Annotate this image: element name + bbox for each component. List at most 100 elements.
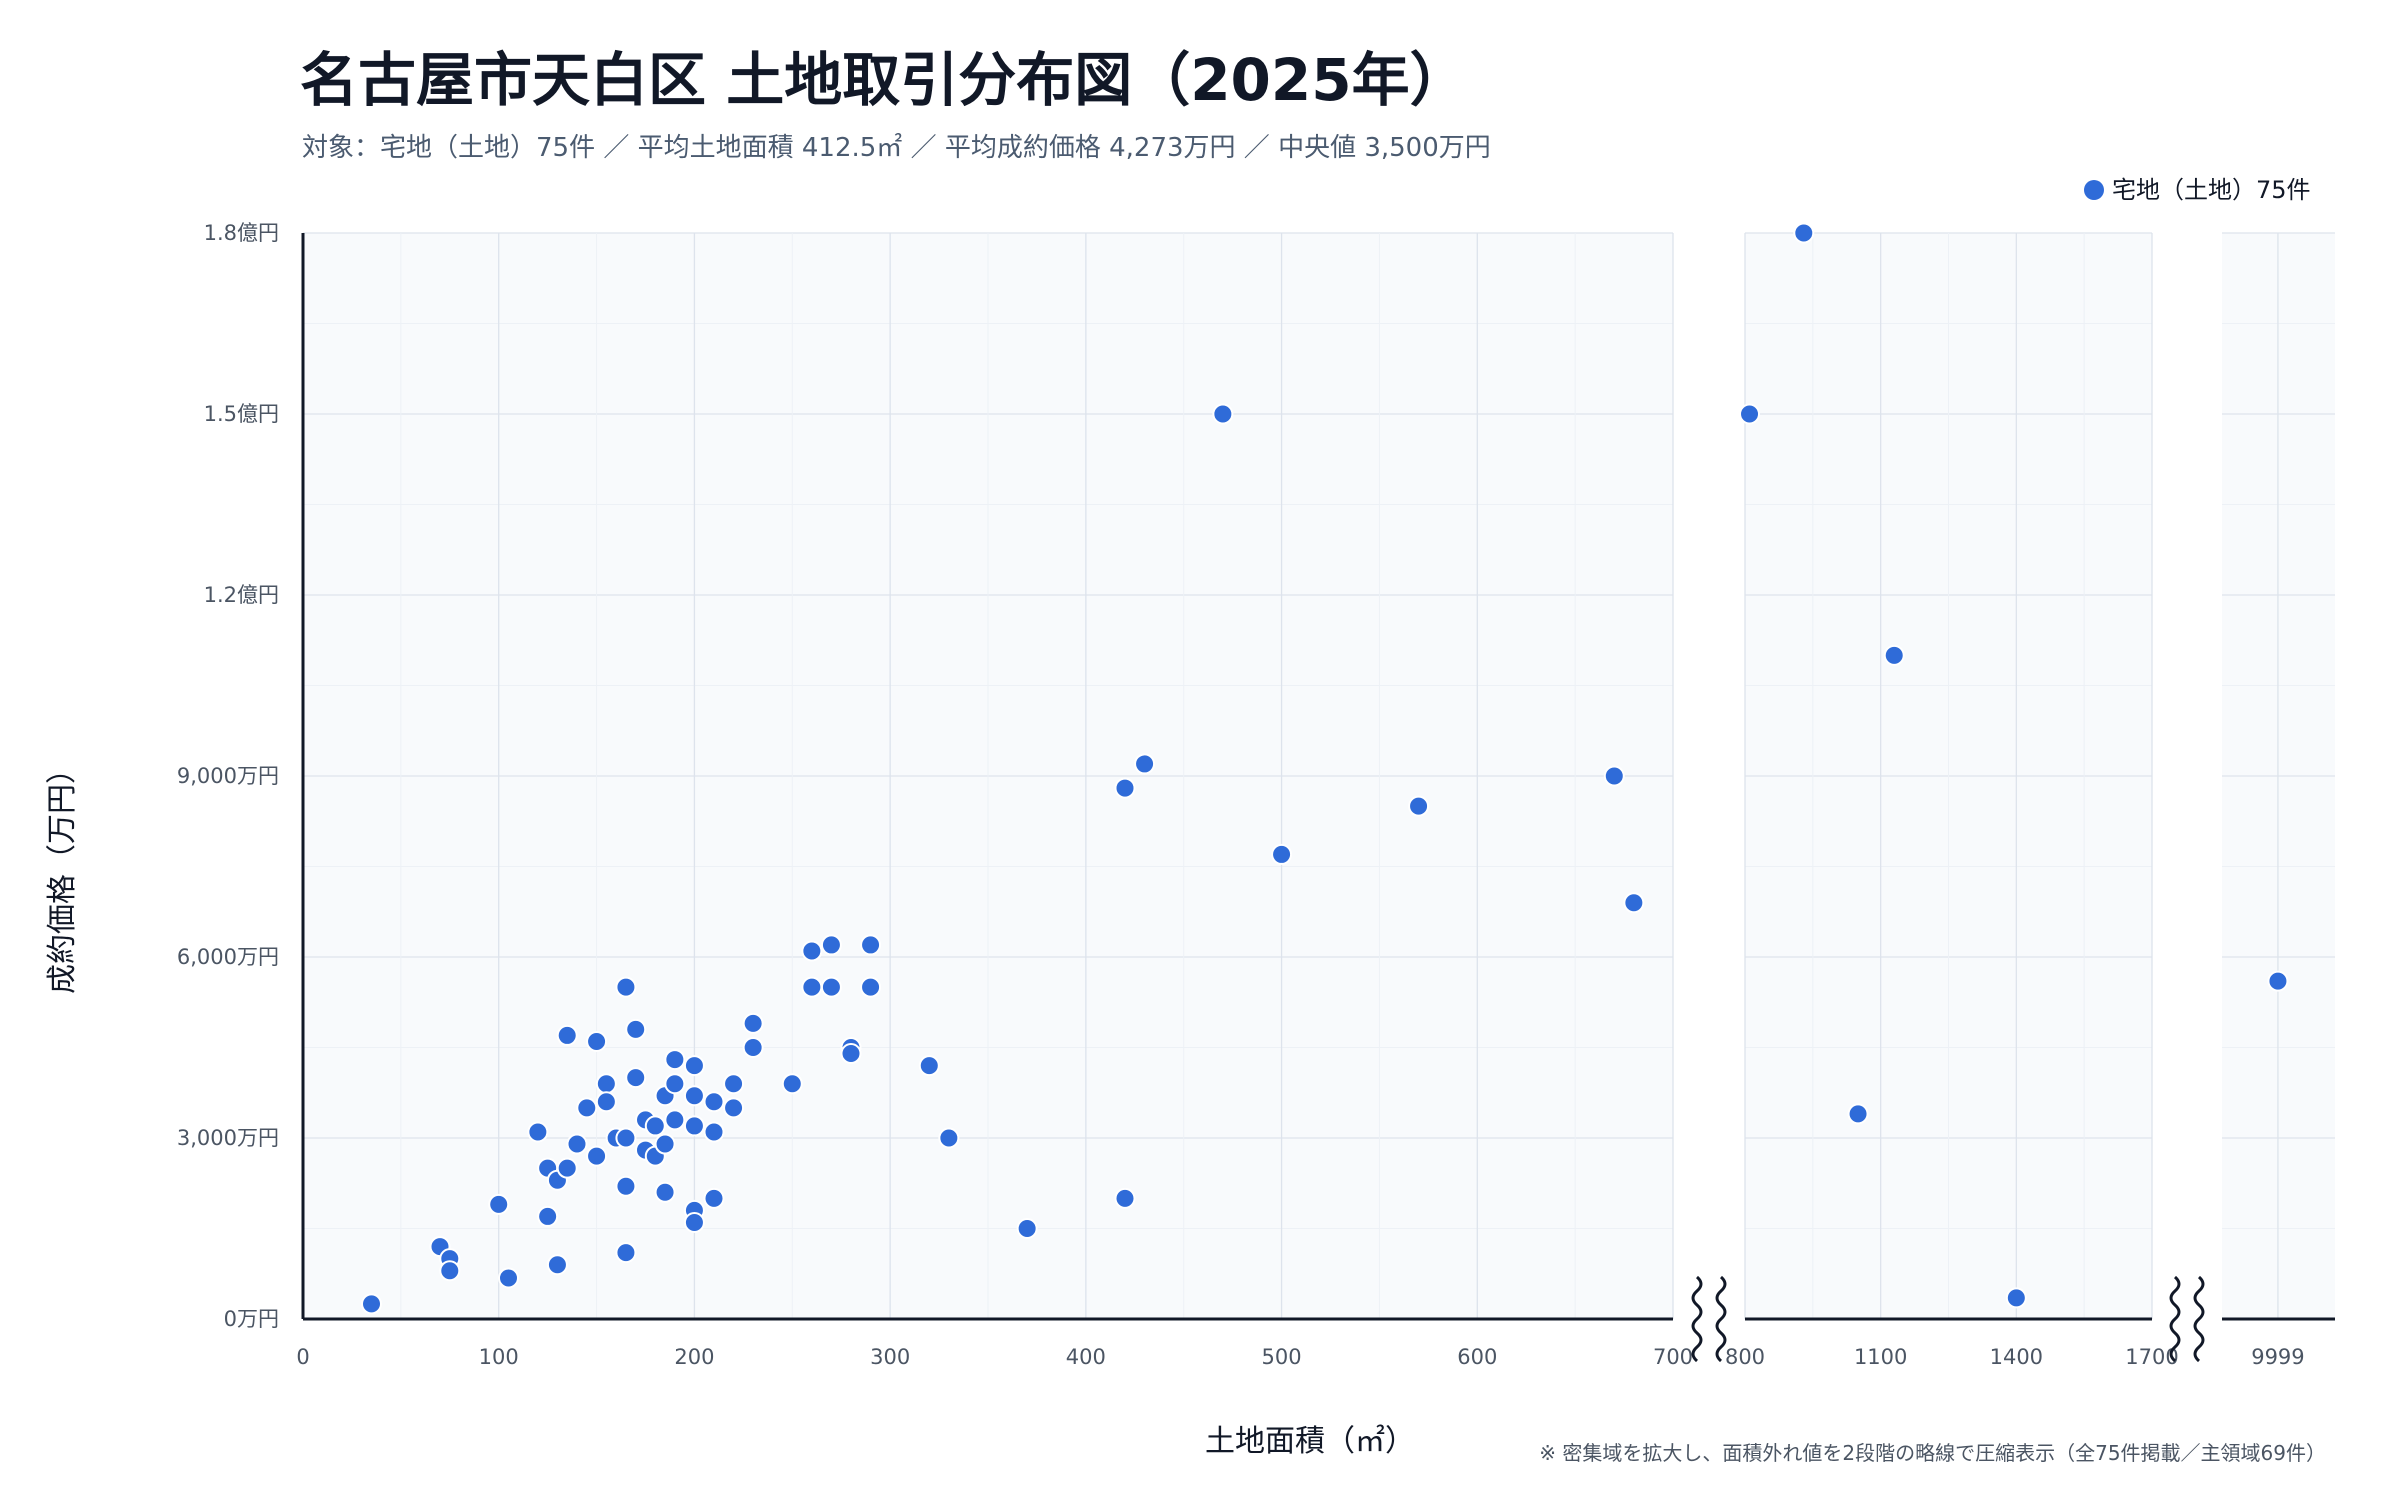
data-point bbox=[801, 940, 823, 962]
data-point bbox=[742, 1012, 764, 1034]
data-point bbox=[664, 1049, 686, 1071]
y-tick-label: 1.8億円 bbox=[204, 221, 279, 245]
data-point bbox=[537, 1205, 559, 1227]
data-point bbox=[1603, 765, 1625, 787]
y-tick-label: 1.2億円 bbox=[204, 583, 279, 607]
x-tick-label: 9999 bbox=[2251, 1345, 2304, 1369]
data-point bbox=[615, 1242, 637, 1264]
axes: 0 100 200 300 400 500 600 700 800 1100 1400 1700 999… bbox=[177, 221, 2335, 1369]
y-tick-label: 9,000万円 bbox=[177, 764, 279, 788]
data-point bbox=[654, 1133, 676, 1155]
x-tick-label: 300 bbox=[870, 1345, 910, 1369]
data-point bbox=[2267, 970, 2289, 992]
data-point bbox=[918, 1055, 940, 1077]
data-point bbox=[840, 1043, 862, 1065]
data-point bbox=[683, 1085, 705, 1107]
data-point bbox=[781, 1073, 803, 1095]
x-tick-label: 1100 bbox=[1854, 1345, 1907, 1369]
data-point bbox=[820, 934, 842, 956]
data-point bbox=[742, 1037, 764, 1058]
data-point bbox=[615, 976, 637, 998]
data-point bbox=[488, 1193, 510, 1215]
x-tick-label: 200 bbox=[674, 1345, 714, 1369]
data-point bbox=[1016, 1218, 1038, 1239]
data-point bbox=[1408, 795, 1430, 817]
chart-title: 名古屋市天白区 土地取引分布図（2025年） bbox=[300, 46, 1468, 114]
axis-break-mark bbox=[2193, 1275, 2205, 1363]
data-point bbox=[1134, 753, 1156, 775]
data-point bbox=[361, 1293, 382, 1315]
data-point bbox=[1793, 222, 1815, 244]
data-point bbox=[498, 1267, 519, 1289]
data-point bbox=[586, 1145, 608, 1167]
data-point bbox=[1114, 777, 1136, 799]
data-point bbox=[1114, 1187, 1136, 1209]
data-point bbox=[1271, 843, 1293, 865]
data-point bbox=[546, 1254, 568, 1276]
chart-note: ※ 密集域を拡大し、面積外れ値を2段階の略線で圧縮表示（全75件掲載／主領域69… bbox=[1539, 1441, 2326, 1465]
x-tick-label: 500 bbox=[1262, 1345, 1302, 1369]
data-point bbox=[625, 1018, 647, 1040]
data-point bbox=[654, 1181, 676, 1203]
data-point bbox=[683, 1115, 705, 1137]
data-point bbox=[1883, 644, 1905, 666]
data-point bbox=[615, 1127, 637, 1149]
data-point bbox=[566, 1133, 588, 1155]
x-tick-label: 0 bbox=[296, 1345, 309, 1369]
data-point bbox=[439, 1260, 461, 1282]
data-point bbox=[860, 934, 882, 956]
data-point bbox=[683, 1055, 705, 1077]
data-point bbox=[938, 1127, 960, 1149]
data-point bbox=[820, 976, 842, 998]
plot-panels bbox=[302, 232, 2335, 1320]
data-point bbox=[1739, 403, 1761, 425]
data-point bbox=[723, 1097, 745, 1119]
y-tick-label: 3,000万円 bbox=[177, 1126, 279, 1150]
chart-subtitle: 対象：宅地（土地）75件 ／ 平均土地面積 412.5㎡ ／ 平均成約価格 4,… bbox=[302, 133, 1491, 163]
x-tick-label: 600 bbox=[1457, 1345, 1497, 1369]
data-point bbox=[664, 1073, 686, 1095]
data-point bbox=[556, 1157, 578, 1179]
legend-marker bbox=[2084, 180, 2104, 200]
x-tick-label: 1400 bbox=[1990, 1345, 2043, 1369]
data-point bbox=[586, 1030, 608, 1052]
x-tick-label: 100 bbox=[479, 1345, 519, 1369]
y-tick-label: 1.5億円 bbox=[204, 402, 279, 426]
data-point bbox=[556, 1024, 578, 1046]
data-point bbox=[2005, 1287, 2027, 1309]
x-tick-label: 700 bbox=[1653, 1345, 1693, 1369]
axis-break-mark bbox=[1691, 1275, 1703, 1363]
data-point bbox=[664, 1109, 686, 1131]
x-tick-label: 800 bbox=[1725, 1345, 1765, 1369]
data-point bbox=[1623, 892, 1645, 914]
axis-break-mark bbox=[1715, 1275, 1727, 1363]
axis-break-mark bbox=[2169, 1275, 2181, 1363]
data-point bbox=[625, 1067, 647, 1089]
y-tick-label: 0万円 bbox=[224, 1307, 279, 1331]
x-tick-label: 1700 bbox=[2125, 1345, 2178, 1369]
y-tick-label: 6,000万円 bbox=[177, 945, 279, 969]
data-point bbox=[527, 1121, 549, 1143]
data-point bbox=[683, 1211, 705, 1233]
data-point bbox=[1212, 403, 1234, 425]
x-tick-label: 400 bbox=[1066, 1345, 1106, 1369]
data-point bbox=[595, 1073, 617, 1095]
data-point bbox=[595, 1091, 617, 1113]
data-point bbox=[723, 1073, 745, 1095]
y-axis-label: 成約価格（万円） bbox=[45, 754, 80, 994]
data-point bbox=[1847, 1103, 1869, 1125]
data-point bbox=[703, 1121, 725, 1143]
legend: 宅地（土地）75件 bbox=[2084, 176, 2311, 204]
data-point bbox=[801, 976, 823, 998]
data-point bbox=[860, 976, 882, 998]
data-point bbox=[576, 1097, 598, 1119]
data-point bbox=[644, 1115, 666, 1137]
data-points bbox=[361, 222, 2289, 1315]
legend-label: 宅地（土地）75件 bbox=[2112, 176, 2311, 204]
x-axis-label: 土地面積（㎡） bbox=[1205, 1424, 1415, 1459]
data-point bbox=[703, 1091, 725, 1113]
data-point bbox=[615, 1175, 637, 1197]
data-point bbox=[703, 1187, 725, 1209]
